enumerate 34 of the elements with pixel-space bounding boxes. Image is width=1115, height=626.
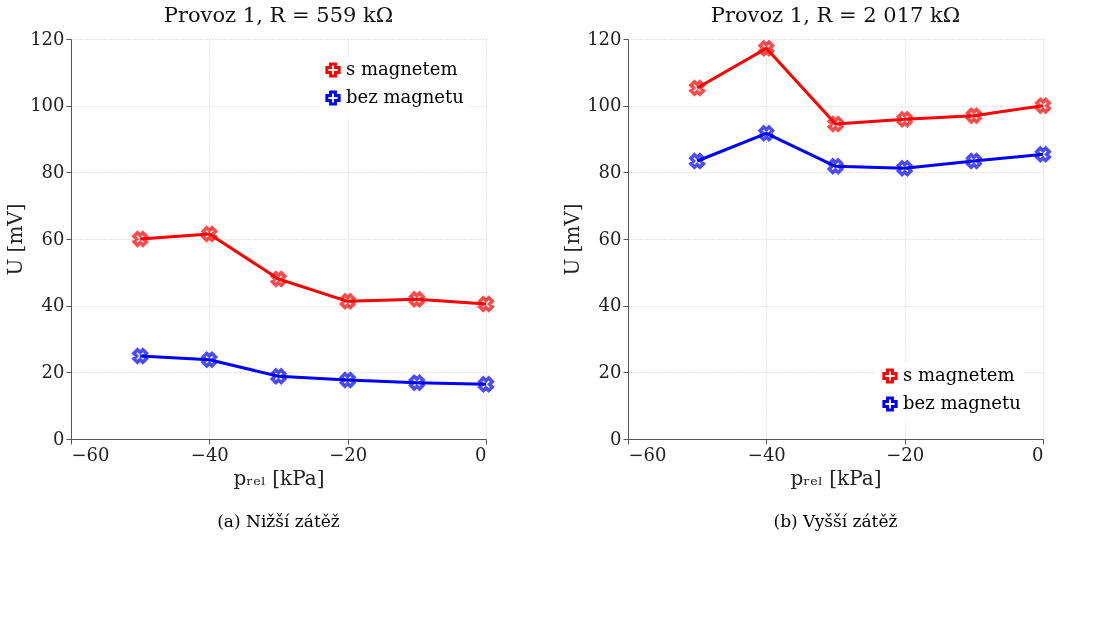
legend-label: bez magnetu	[346, 86, 464, 107]
y-tick-label: 100	[587, 94, 622, 116]
x-tick-label: −60	[628, 443, 667, 465]
y-tick-label: 20	[41, 360, 65, 382]
x-tick-label: −40	[747, 443, 786, 465]
chart-title: Provoz 1, R = 2 017 kΩ	[710, 3, 961, 27]
legend-label: s magnetem	[903, 364, 1015, 385]
y-tick-label: 80	[598, 160, 622, 182]
x-tick-label: 0	[475, 443, 487, 465]
x-tick-label: 0	[1032, 443, 1044, 465]
y-tick-label: 40	[598, 294, 622, 316]
text: (a) Nižší zátěž	[216, 511, 341, 531]
y-tick-label: 20	[598, 360, 622, 382]
y-tick-label: 120	[30, 27, 65, 49]
chart-title: Provoz 1, R = 559 kΩ	[163, 3, 394, 27]
x-axis-title: pᵣₑₗ [kPa]	[790, 465, 882, 490]
y-tick-label: 0	[610, 427, 622, 449]
y-tick-label: 80	[41, 160, 65, 182]
y-axis-title: U [mV]	[560, 203, 585, 276]
y-tick-label: 100	[30, 94, 65, 116]
y-tick-label: 120	[587, 27, 622, 49]
x-tick-label: −60	[71, 443, 110, 465]
x-tick-label: −40	[190, 443, 229, 465]
y-axis-title: U [mV]	[3, 203, 28, 276]
x-tick-label: −20	[329, 443, 368, 465]
legend-label: s magnetem	[346, 58, 458, 79]
y-tick-label: 0	[53, 427, 65, 449]
y-tick-label: 60	[598, 227, 622, 249]
text: (b) Vyšší zátěž	[772, 511, 899, 531]
y-tick-label: 60	[41, 227, 65, 249]
legend-label: bez magnetu	[903, 392, 1021, 413]
y-tick-label: 40	[41, 294, 65, 316]
x-axis-title: pᵣₑₗ [kPa]	[233, 465, 325, 490]
x-tick-label: −20	[886, 443, 925, 465]
